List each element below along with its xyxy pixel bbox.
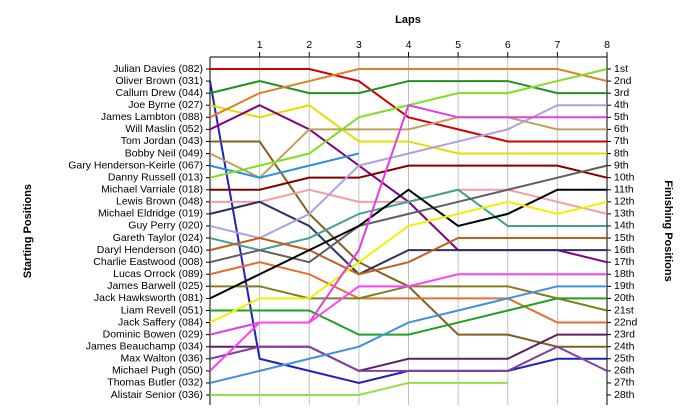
- start-label: Michael Pugh (050): [112, 365, 203, 377]
- start-label: Guy Perry (020): [128, 220, 203, 232]
- series-line: [210, 68, 607, 143]
- series-line: [209, 273, 607, 372]
- x-tick-label: 5: [455, 39, 461, 51]
- y2-tick-label: 11th: [614, 184, 634, 196]
- y2-tick-label: 22nd: [614, 316, 638, 328]
- y2-tick-label: 28th: [614, 389, 635, 401]
- y2-tick-label: 8th: [614, 147, 629, 159]
- series-line: [209, 200, 608, 324]
- start-label: Michael Eldridge (019): [98, 208, 203, 220]
- x-tick-label: 4: [406, 39, 412, 51]
- start-label: Julian Davies (082): [113, 63, 203, 75]
- start-label: James Barwell (025): [107, 280, 203, 292]
- start-label: Alistair Senior (036): [111, 389, 203, 401]
- y2-tick-label: 26th: [614, 365, 635, 377]
- start-label: Dominic Bowen (029): [103, 328, 203, 340]
- start-label: Danny Russell (013): [108, 171, 203, 183]
- y2-tick-label: 12th: [614, 196, 635, 208]
- y2-tick-label: 25th: [614, 353, 635, 365]
- chart-title: Laps: [395, 14, 421, 26]
- series-line: [209, 237, 607, 276]
- series-line: [209, 164, 608, 264]
- y2-tick-label: 17th: [614, 256, 635, 268]
- x-tick-label: 2: [306, 39, 312, 51]
- x-tick-label: 7: [554, 39, 560, 51]
- start-label: Charlie Eastwood (008): [93, 256, 203, 268]
- y2-tick-label: 10th: [614, 171, 635, 183]
- start-label: Jack Hawksworth (081): [94, 292, 203, 304]
- y2-tick-label: 21st: [614, 304, 634, 316]
- y2-tick-label: 24th: [614, 340, 635, 352]
- start-label: Daryl Henderson (040): [97, 244, 203, 256]
- y2-tick-label: 1st: [614, 63, 628, 75]
- y2-tick-label: 16th: [614, 244, 635, 256]
- y2-tick-label: 4th: [614, 99, 629, 111]
- series-line: [209, 188, 607, 300]
- start-label: Tom Jordan (043): [121, 135, 203, 147]
- start-label: Lucas Orrock (089): [113, 268, 203, 280]
- start-label: Jack Saffery (084): [118, 316, 203, 328]
- y2-tick-label: 15th: [614, 232, 635, 244]
- y2-tick-label: 7th: [614, 135, 629, 147]
- start-label: Will Maslin (052): [125, 123, 203, 135]
- start-label: Liam Revell (051): [121, 304, 203, 316]
- start-label: Max Walton (036): [121, 353, 203, 365]
- series-line: [209, 188, 607, 252]
- start-label: Callum Drew (044): [115, 87, 203, 99]
- series-line: [209, 200, 607, 276]
- series-line: [209, 80, 607, 95]
- series-line: [210, 297, 607, 336]
- y2-tick-label: 9th: [614, 159, 629, 171]
- series-line: [209, 345, 608, 372]
- start-label: Michael Varriale (018): [101, 184, 203, 196]
- start-label: James Lambton (088): [101, 111, 203, 123]
- y-axis-title: Starting Positions: [22, 184, 34, 278]
- series-line: [210, 164, 608, 191]
- y2-tick-label: 2nd: [614, 75, 632, 87]
- start-label: Lewis Brown (048): [116, 196, 203, 208]
- x-tick-label: 3: [356, 39, 362, 51]
- series-line: [209, 104, 607, 240]
- y2-tick-label: 14th: [614, 220, 635, 232]
- y2-tick-label: 27th: [614, 377, 635, 389]
- start-label: Gareth Taylor (024): [113, 232, 203, 244]
- x-tick-label: 8: [604, 39, 610, 51]
- series-line: [209, 68, 608, 119]
- y2-axis-title: Finishing Positions: [662, 180, 674, 281]
- x-tick-label: 6: [505, 39, 511, 51]
- y2-tick-label: 19th: [614, 280, 635, 292]
- start-label: Joe Byrne (027): [128, 99, 203, 111]
- start-label: James Beauchamp (034): [86, 340, 203, 352]
- start-label: Thomas Butler (032): [107, 377, 203, 389]
- y2-tick-label: 5th: [614, 111, 629, 123]
- y2-tick-label: 18th: [614, 268, 635, 280]
- y2-tick-label: 23rd: [614, 328, 635, 340]
- start-label: Oliver Brown (031): [115, 75, 203, 87]
- start-label: Gary Henderson-Keirle (067): [68, 159, 203, 171]
- y2-tick-label: 20th: [614, 292, 635, 304]
- x-tick-label: 1: [257, 39, 263, 51]
- series-line: [210, 381, 508, 396]
- y2-tick-label: 6th: [614, 123, 629, 135]
- start-label: Bobby Neil (049): [125, 147, 203, 159]
- y2-tick-label: 13th: [614, 208, 635, 220]
- y2-tick-label: 3rd: [614, 87, 629, 99]
- series-line: [209, 285, 607, 384]
